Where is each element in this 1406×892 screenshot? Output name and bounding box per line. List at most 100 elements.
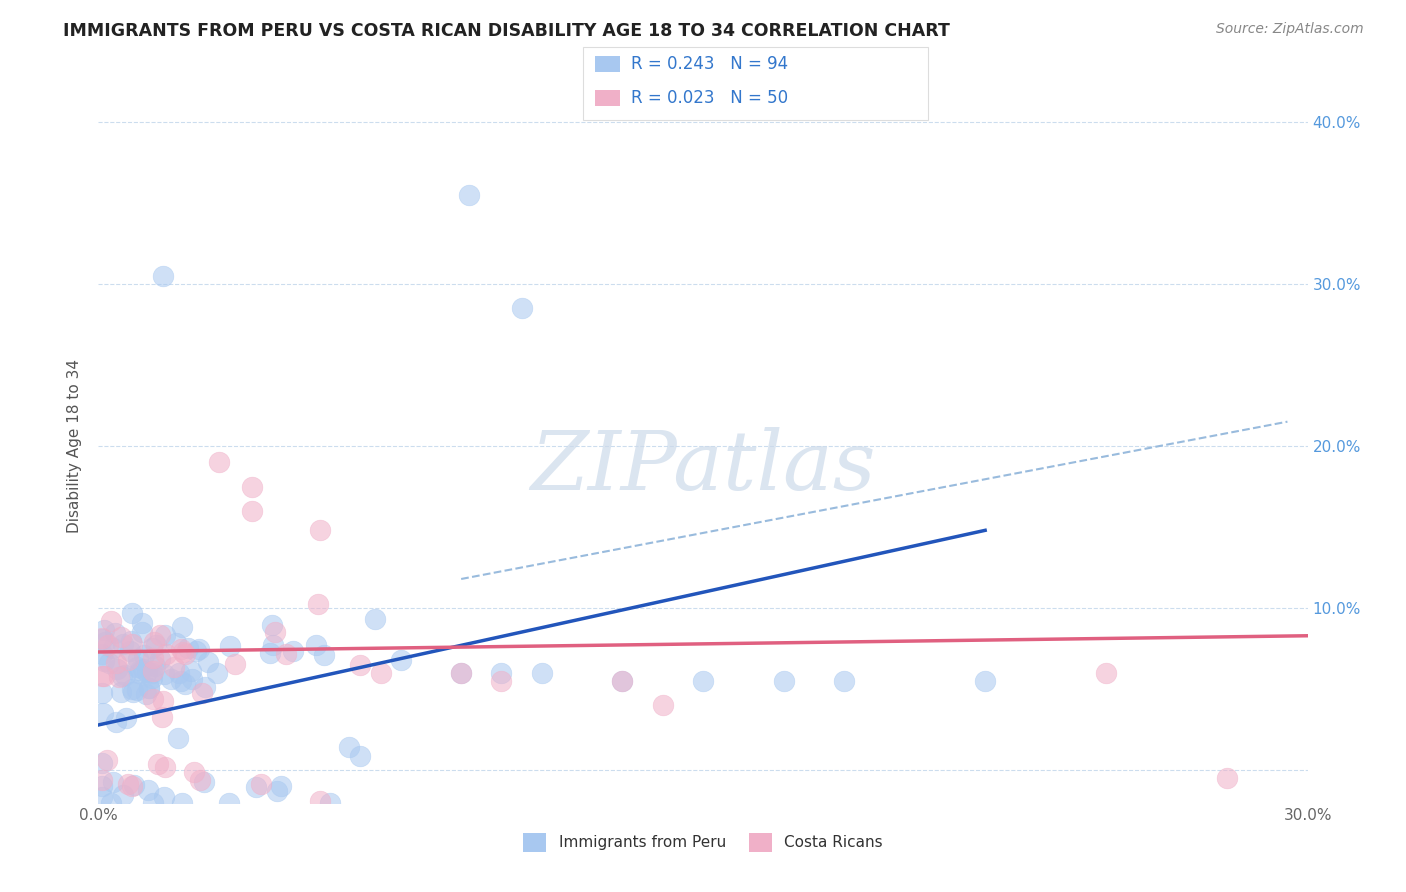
Point: [491, 666, 513, 681]
Point: [389, 653, 412, 667]
Point: [152, 268, 174, 283]
Point: [143, 634, 166, 648]
Point: [364, 612, 387, 626]
Point: [240, 479, 263, 493]
Point: [134, 687, 156, 701]
Point: [118, 644, 141, 658]
Point: [155, 647, 177, 661]
Point: [117, 777, 139, 791]
Point: [165, 636, 187, 650]
Point: [309, 524, 332, 538]
Point: [143, 659, 166, 673]
Point: [208, 455, 231, 469]
Point: [262, 638, 284, 652]
Point: [150, 710, 173, 724]
Point: [101, 641, 124, 656]
Point: [149, 627, 172, 641]
Point: [186, 644, 208, 658]
Point: [111, 789, 134, 803]
Point: [262, 618, 284, 632]
Point: [491, 674, 513, 689]
Point: [136, 665, 159, 680]
Point: [93, 706, 115, 720]
Point: [314, 648, 336, 662]
Point: [138, 681, 160, 695]
Point: [91, 756, 114, 770]
Point: [174, 647, 197, 661]
Point: [134, 648, 156, 662]
Point: [172, 645, 194, 659]
Point: [148, 757, 170, 772]
Point: [259, 646, 281, 660]
Point: [153, 628, 176, 642]
Point: [142, 665, 165, 679]
Point: [245, 780, 267, 794]
Point: [205, 665, 228, 680]
Point: [772, 674, 794, 689]
Point: [153, 790, 176, 805]
Point: [305, 638, 328, 652]
Point: [349, 657, 371, 672]
Point: [173, 677, 195, 691]
Text: IMMIGRANTS FROM PERU VS COSTA RICAN DISABILITY AGE 18 TO 34 CORRELATION CHART: IMMIGRANTS FROM PERU VS COSTA RICAN DISA…: [63, 22, 950, 40]
Point: [128, 665, 150, 680]
Point: [122, 685, 145, 699]
Point: [117, 653, 139, 667]
Point: [250, 777, 273, 791]
Point: [121, 633, 143, 648]
Point: [160, 672, 183, 686]
Point: [142, 651, 165, 665]
Point: [264, 625, 287, 640]
Point: [832, 674, 855, 689]
Point: [193, 775, 215, 789]
Point: [510, 301, 533, 315]
Point: [91, 772, 114, 787]
Point: [121, 780, 143, 794]
Point: [166, 731, 188, 745]
Point: [281, 644, 304, 658]
Point: [104, 626, 127, 640]
Point: [177, 641, 200, 656]
Point: [224, 657, 246, 672]
Point: [91, 789, 114, 804]
Point: [458, 187, 481, 202]
Point: [131, 615, 153, 630]
Point: [240, 504, 263, 518]
Point: [266, 784, 288, 798]
Point: [270, 779, 292, 793]
Point: [94, 634, 117, 648]
Point: [131, 625, 153, 640]
Point: [163, 660, 186, 674]
Point: [1216, 772, 1239, 786]
Point: [91, 686, 114, 700]
Point: [93, 624, 115, 638]
Point: [114, 711, 136, 725]
Text: Source: ZipAtlas.com: Source: ZipAtlas.com: [1216, 22, 1364, 37]
Point: [149, 651, 172, 665]
Point: [170, 641, 193, 656]
Point: [110, 684, 132, 698]
Point: [349, 749, 371, 764]
Point: [319, 796, 342, 810]
Text: R = 0.023   N = 50: R = 0.023 N = 50: [631, 89, 789, 107]
Point: [530, 666, 553, 681]
Point: [141, 671, 163, 685]
Point: [180, 665, 202, 679]
Point: [450, 666, 472, 681]
Point: [218, 796, 240, 810]
Point: [132, 662, 155, 676]
Y-axis label: Disability Age 18 to 34: Disability Age 18 to 34: [67, 359, 83, 533]
Point: [100, 796, 122, 810]
Point: [136, 783, 159, 797]
Point: [692, 674, 714, 689]
Point: [129, 663, 152, 677]
Point: [104, 656, 127, 670]
Point: [114, 668, 136, 682]
Text: R = 0.243   N = 94: R = 0.243 N = 94: [631, 55, 789, 73]
Legend: Immigrants from Peru, Costa Ricans: Immigrants from Peru, Costa Ricans: [516, 825, 890, 859]
Point: [337, 739, 360, 754]
Point: [127, 652, 149, 666]
Point: [91, 647, 114, 661]
Point: [170, 620, 193, 634]
Point: [612, 674, 634, 689]
